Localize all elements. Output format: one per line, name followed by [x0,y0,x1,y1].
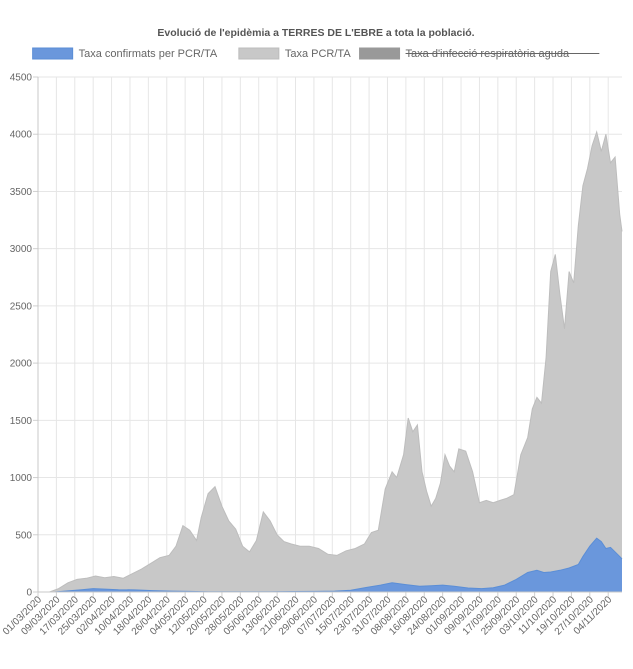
y-tick-label: 2000 [10,359,33,370]
series-area-1 [38,131,622,592]
y-tick-label: 3500 [10,187,33,198]
series-line-1 [38,130,623,593]
series-area-0 [38,538,622,592]
legend-item-0[interactable]: Taxa confirmats per PCR/TA [32,47,218,60]
y-tick-label: 4500 [10,73,33,84]
y-tick-label: 0 [26,588,32,599]
legend-swatch [238,47,280,60]
legend-item-2[interactable]: Taxa d'infecció respiratòria aguda [359,47,600,60]
y-tick-label: 4000 [10,130,33,141]
legend-swatch [32,47,74,60]
y-tick-label: 500 [15,530,32,541]
legend-label: Taxa PCR/TA [285,48,351,60]
y-tick-label: 2500 [10,301,33,312]
chart-title: Evolució de l'epidèmia a TERRES DE L'EBR… [157,27,474,39]
series-layer [38,130,623,593]
y-tick-label: 1000 [10,473,33,484]
series-line-0 [38,537,623,593]
legend-swatch [359,47,401,60]
legend-label: Taxa confirmats per PCR/TA [79,48,218,60]
y-tick-label: 3000 [10,244,33,255]
legend: Taxa confirmats per PCR/TA Taxa PCR/TA Tax… [32,47,600,60]
y-tick-label: 1500 [10,416,33,427]
legend-item-1[interactable]: Taxa PCR/TA [238,47,351,60]
